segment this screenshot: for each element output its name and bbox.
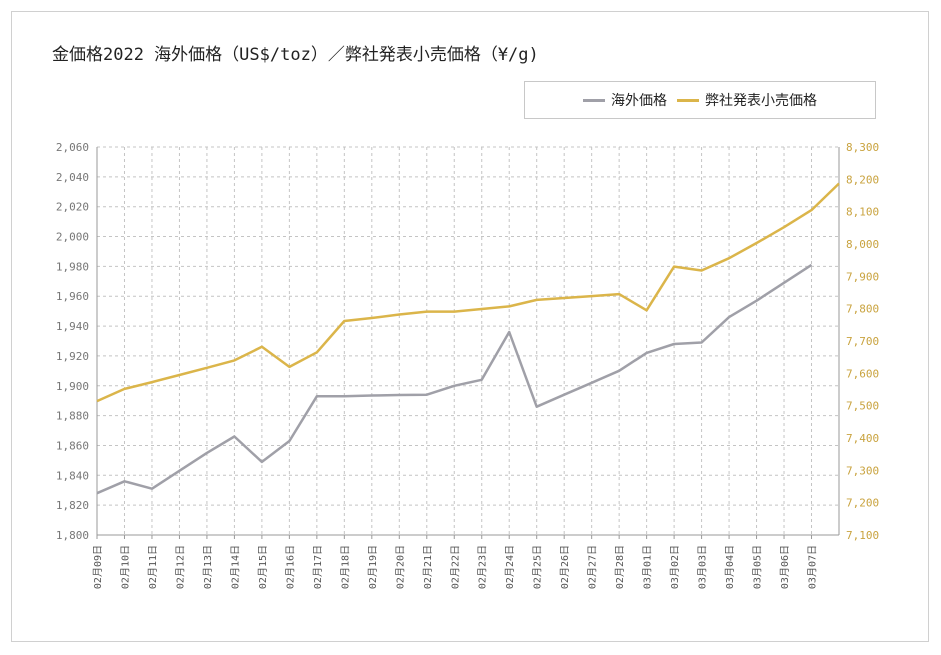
y-right-tick-label: 7,800	[846, 303, 879, 316]
x-tick-label: 03月07日	[807, 545, 819, 589]
x-tick-label: 02月28日	[614, 545, 626, 589]
legend-label-retail: 弊社発表小売価格	[705, 93, 817, 109]
x-tick-label: 02月26日	[559, 545, 571, 589]
x-tick-label: 02月10日	[119, 545, 131, 589]
x-tick-label: 02月15日	[257, 545, 269, 589]
legend-item-overseas: 海外価格	[583, 90, 667, 110]
legend-swatch-retail	[677, 98, 699, 102]
x-tick-label: 02月12日	[174, 545, 186, 589]
series-line-retail-price	[96, 182, 840, 403]
y-left-tick-label: 1,940	[56, 320, 89, 333]
y-left-tick-label: 1,980	[56, 260, 89, 273]
x-tick-label: 02月23日	[477, 545, 489, 589]
y-right-tick-label: 7,400	[846, 432, 879, 445]
x-tick-label: 03月04日	[724, 545, 736, 589]
series-line-overseas-price	[96, 263, 813, 495]
legend-swatch-overseas	[583, 98, 605, 102]
y-right-tick-label: 8,000	[846, 238, 879, 251]
x-tick-label: 02月25日	[532, 545, 544, 589]
y-left-tick-label: 1,860	[56, 439, 89, 452]
y-right-tick-label: 7,300	[846, 464, 879, 477]
x-tick-label: 03月01日	[642, 545, 654, 589]
y-right-tick-label: 7,500	[846, 400, 879, 413]
chart-title: 金価格2022 海外価格（US$/toz）／弊社発表小売価格（¥/g)	[52, 45, 539, 65]
x-tick-label: 02月14日	[229, 545, 241, 589]
x-tick-label: 02月09日	[92, 545, 104, 589]
legend-item-retail: 弊社発表小売価格	[677, 90, 817, 110]
y-left-tick-label: 1,840	[56, 469, 89, 482]
x-tick-label: 02月19日	[367, 545, 379, 589]
x-tick-label: 02月21日	[422, 545, 434, 589]
x-tick-label: 02月24日	[504, 545, 516, 589]
y-right-tick-label: 8,100	[846, 206, 879, 219]
y-right-tick-label: 7,900	[846, 270, 879, 283]
y-right-tick-label: 8,200	[846, 173, 879, 186]
y-right-tick-label: 7,100	[846, 529, 879, 542]
x-tick-label: 03月06日	[779, 545, 791, 589]
x-tick-label: 02月13日	[202, 545, 214, 589]
y-left-tick-label: 1,920	[56, 350, 89, 363]
x-tick-label: 02月18日	[339, 545, 351, 589]
x-tick-label: 02月22日	[449, 545, 461, 589]
y-left-tick-label: 2,040	[56, 171, 89, 184]
y-left-tick-label: 1,960	[56, 290, 89, 303]
y-left-tick-label: 1,880	[56, 410, 89, 423]
y-right-tick-label: 7,200	[846, 497, 879, 510]
x-tick-label: 02月17日	[312, 545, 324, 589]
x-tick-label: 03月02日	[669, 545, 681, 589]
legend-label-overseas: 海外価格	[611, 93, 667, 109]
x-tick-label: 02月27日	[587, 545, 599, 589]
y-right-tick-label: 7,700	[846, 335, 879, 348]
chart-legend: 海外価格 弊社発表小売価格	[524, 81, 876, 119]
y-right-tick-label: 8,300	[846, 141, 879, 154]
x-tick-label: 02月11日	[147, 545, 159, 589]
x-tick-label: 02月20日	[394, 545, 406, 589]
y-left-tick-label: 2,060	[56, 141, 89, 154]
y-left-tick-label: 2,020	[56, 201, 89, 214]
x-tick-label: 02月16日	[284, 545, 296, 589]
x-tick-label: 03月03日	[697, 545, 709, 589]
y-left-tick-label: 1,900	[56, 380, 89, 393]
y-left-tick-label: 1,800	[56, 529, 89, 542]
y-right-tick-label: 7,600	[846, 367, 879, 380]
y-left-tick-label: 1,820	[56, 499, 89, 512]
x-tick-label: 03月05日	[752, 545, 764, 589]
y-left-tick-label: 2,000	[56, 231, 89, 244]
